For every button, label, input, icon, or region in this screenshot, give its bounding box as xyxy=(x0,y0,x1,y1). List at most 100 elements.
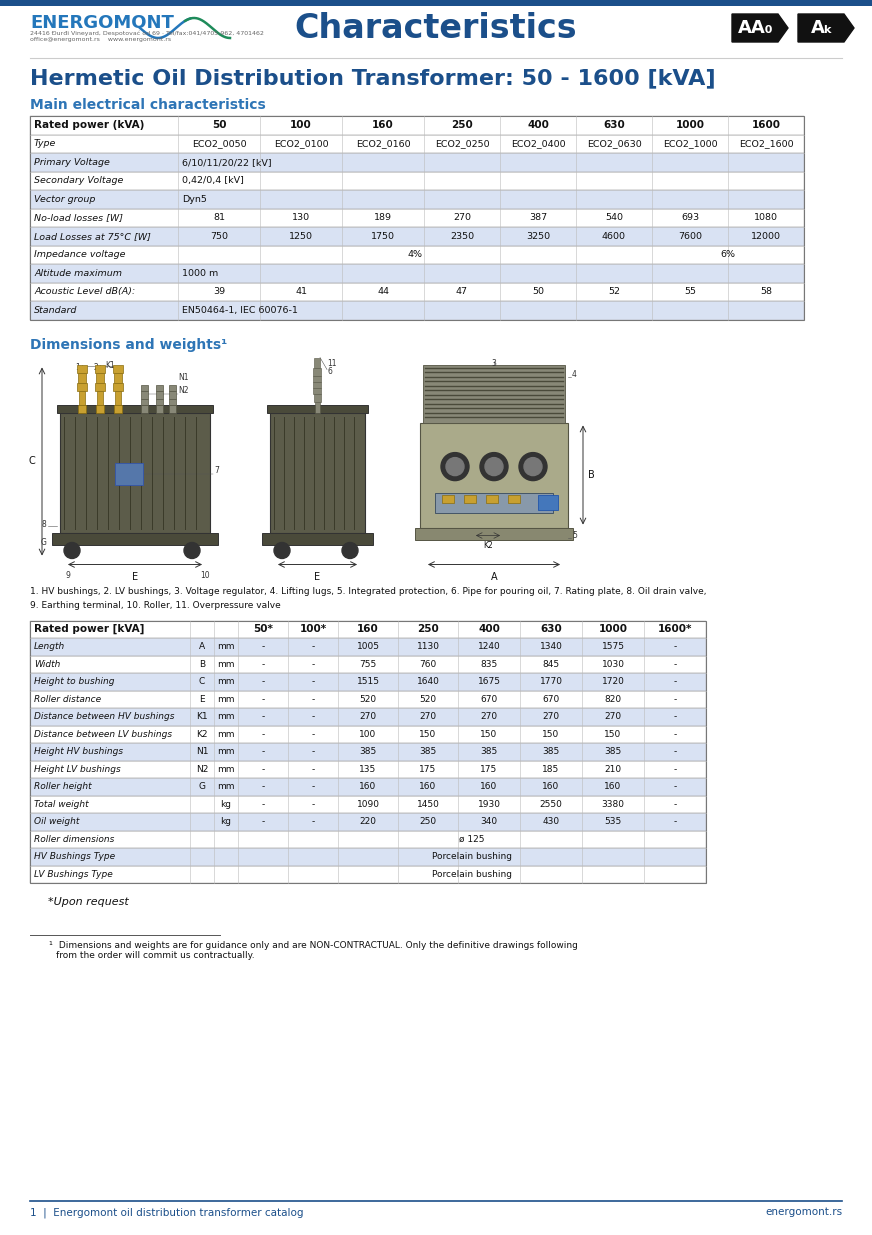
Text: K2: K2 xyxy=(196,730,208,739)
Text: -: - xyxy=(262,730,264,739)
Text: Dimensions and weights are for guidance only and are NON-CONTRACTUAL. Only the d: Dimensions and weights are for guidance … xyxy=(56,941,578,961)
Text: 1640: 1640 xyxy=(417,677,439,687)
Bar xyxy=(313,368,321,375)
Text: 520: 520 xyxy=(359,695,377,704)
Text: Length: Length xyxy=(34,642,65,651)
Text: B: B xyxy=(588,471,595,480)
Text: mm: mm xyxy=(217,764,235,774)
Bar xyxy=(77,364,87,373)
Text: 270: 270 xyxy=(604,713,622,721)
Text: 1. HV bushings, 2. LV bushings, 3. Voltage regulator, 4. Lifting lugs, 5. Integr: 1. HV bushings, 2. LV bushings, 3. Volta… xyxy=(30,587,706,595)
Bar xyxy=(30,190,804,209)
Text: 1240: 1240 xyxy=(478,642,501,651)
Bar xyxy=(77,383,87,390)
Text: -: - xyxy=(673,818,677,826)
Bar xyxy=(169,399,176,405)
Text: 160: 160 xyxy=(480,782,498,792)
Text: 81: 81 xyxy=(213,214,225,222)
Text: mm: mm xyxy=(217,730,235,739)
Text: 250: 250 xyxy=(451,120,473,130)
Text: mm: mm xyxy=(217,747,235,756)
Bar xyxy=(79,390,85,405)
Text: *Upon request: *Upon request xyxy=(48,897,129,906)
Bar xyxy=(30,656,706,673)
Text: -: - xyxy=(311,764,315,774)
Text: 12000: 12000 xyxy=(751,232,781,241)
Text: -: - xyxy=(673,747,677,756)
Bar xyxy=(156,384,163,390)
Bar xyxy=(78,373,86,383)
Text: 1000: 1000 xyxy=(598,624,628,635)
Text: -: - xyxy=(262,782,264,792)
Text: 150: 150 xyxy=(542,730,560,739)
Text: 1250: 1250 xyxy=(289,232,313,241)
Text: 820: 820 xyxy=(604,695,622,704)
Text: 160: 160 xyxy=(358,624,378,635)
Text: 1450: 1450 xyxy=(417,800,439,809)
Text: Oil weight: Oil weight xyxy=(34,818,79,826)
Text: 150: 150 xyxy=(419,730,437,739)
Text: Porcelain bushing: Porcelain bushing xyxy=(432,852,512,861)
Text: -: - xyxy=(262,677,264,687)
Text: 150: 150 xyxy=(604,730,622,739)
Text: EN50464-1, IEC 60076-1: EN50464-1, IEC 60076-1 xyxy=(182,306,298,315)
Bar xyxy=(141,390,148,399)
Text: -: - xyxy=(311,818,315,826)
Bar xyxy=(30,866,706,883)
Bar xyxy=(30,264,804,283)
Text: Standard: Standard xyxy=(34,306,78,315)
Text: 845: 845 xyxy=(542,659,560,668)
Text: 7600: 7600 xyxy=(678,232,702,241)
Text: 160: 160 xyxy=(359,782,377,792)
Text: Roller dimensions: Roller dimensions xyxy=(34,835,114,844)
Text: C: C xyxy=(29,457,36,467)
Text: N1: N1 xyxy=(178,373,188,382)
Text: 1030: 1030 xyxy=(602,659,624,668)
Text: -: - xyxy=(311,730,315,739)
Text: 8: 8 xyxy=(42,520,46,529)
Bar xyxy=(169,405,176,412)
Text: 430: 430 xyxy=(542,818,560,826)
Text: -: - xyxy=(262,818,264,826)
Bar xyxy=(30,795,706,813)
Polygon shape xyxy=(732,14,788,42)
Text: 755: 755 xyxy=(359,659,377,668)
Circle shape xyxy=(485,458,503,475)
Bar xyxy=(30,708,706,725)
Bar xyxy=(313,382,321,388)
Bar xyxy=(30,116,804,135)
Text: 270: 270 xyxy=(359,713,377,721)
Text: Vector group: Vector group xyxy=(34,195,95,204)
Text: 1000: 1000 xyxy=(676,120,705,130)
Text: 750: 750 xyxy=(210,232,228,241)
Text: 1600*: 1600* xyxy=(657,624,692,635)
Bar xyxy=(30,172,804,190)
Bar xyxy=(30,761,706,778)
Text: B: B xyxy=(199,659,205,668)
Text: ECO2_0630: ECO2_0630 xyxy=(587,140,642,148)
Text: Width: Width xyxy=(34,659,60,668)
Bar xyxy=(30,620,706,638)
Text: Main electrical characteristics: Main electrical characteristics xyxy=(30,98,266,112)
Bar xyxy=(156,390,163,399)
Text: 6: 6 xyxy=(327,368,332,377)
Bar xyxy=(60,412,210,532)
Bar xyxy=(57,405,213,412)
Text: -: - xyxy=(262,695,264,704)
Text: 520: 520 xyxy=(419,695,437,704)
Bar xyxy=(78,405,86,412)
Bar xyxy=(30,690,706,708)
Text: energomont.rs: energomont.rs xyxy=(765,1207,842,1216)
Text: 100: 100 xyxy=(359,730,377,739)
Bar xyxy=(96,405,104,412)
Text: 135: 135 xyxy=(359,764,377,774)
Text: 50*: 50* xyxy=(253,624,273,635)
Circle shape xyxy=(184,542,200,558)
Text: 760: 760 xyxy=(419,659,437,668)
Text: kg: kg xyxy=(221,818,231,826)
Text: 1: 1 xyxy=(76,363,80,372)
Text: Roller height: Roller height xyxy=(34,782,92,792)
Text: 385: 385 xyxy=(419,747,437,756)
Text: 670: 670 xyxy=(542,695,560,704)
Text: 3: 3 xyxy=(492,359,496,368)
